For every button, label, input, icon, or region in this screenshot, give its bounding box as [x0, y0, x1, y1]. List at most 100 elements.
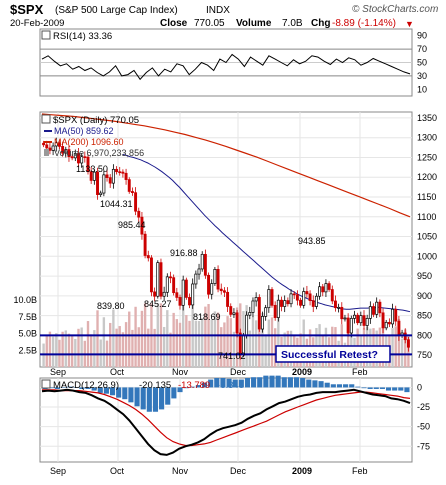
candle-body	[232, 312, 236, 315]
volume-bar	[96, 310, 99, 367]
volume-bar	[204, 306, 207, 367]
candle-body	[89, 171, 93, 181]
volume-bar	[229, 318, 232, 367]
exchange-label: INDX	[206, 5, 230, 16]
macd-hist-bar	[293, 377, 300, 388]
macd-hist-bar	[367, 387, 373, 389]
macd-hist-bar	[379, 387, 385, 389]
volume-bar	[210, 319, 213, 367]
candle-body	[146, 255, 150, 259]
volume-bar	[277, 318, 280, 367]
macd-hist-bar	[122, 387, 128, 400]
candle-body	[235, 312, 239, 334]
volume-bar	[89, 334, 93, 367]
callout-label: 1133.50	[76, 164, 108, 174]
macd-hist-bar	[116, 387, 122, 398]
volume-bar	[220, 327, 223, 367]
macd-label-value: -20.135	[139, 380, 171, 391]
macd-hist-bar	[195, 385, 201, 388]
volume-bar	[175, 319, 179, 367]
close-label: Close	[160, 18, 188, 29]
macd-label-prefix: MACD(12,26,9)	[53, 380, 119, 391]
candle-body	[149, 257, 153, 293]
x-axis-label: Nov	[172, 466, 189, 476]
volume-bar	[124, 322, 128, 367]
candle-body	[314, 295, 318, 307]
candle-body	[349, 318, 353, 334]
volume-tick-label: 2.5B	[18, 345, 37, 355]
candle-body	[73, 153, 77, 159]
macd-hist-bar	[54, 387, 60, 389]
volume-bar	[67, 333, 71, 367]
volume-bar	[64, 330, 67, 367]
candle-body	[54, 142, 58, 147]
candle-body	[70, 156, 74, 159]
candle-body	[61, 146, 65, 154]
macd-hist-bar	[349, 384, 355, 388]
callout-label: 818.69	[193, 312, 221, 322]
rsi-tick-label: 30	[417, 71, 427, 81]
candle-body	[251, 300, 255, 313]
down-arrow-icon: ▼	[405, 19, 414, 29]
macd-hist-bar	[257, 377, 263, 388]
chg-label: Chg	[311, 18, 330, 29]
candle-body	[381, 312, 385, 329]
volume-tick-label: 7.5B	[18, 312, 37, 322]
candle-body	[372, 306, 375, 315]
volume-bar	[153, 328, 156, 367]
candle-body	[115, 168, 119, 173]
candle-body	[118, 171, 122, 174]
macd-hist-bar	[238, 379, 244, 388]
macd-tick-label: 0	[417, 382, 422, 392]
candle-body	[324, 283, 328, 293]
volume-bar	[201, 318, 204, 367]
volume-bar	[48, 331, 52, 367]
volume-bar	[213, 311, 217, 367]
price-tick-label: 750	[417, 350, 432, 360]
volume-bar	[131, 329, 134, 367]
volume-bar	[70, 335, 74, 367]
candle-body	[356, 314, 360, 324]
candle-body	[276, 299, 280, 318]
candle-body	[333, 300, 337, 309]
candle-body	[248, 312, 252, 316]
macd-hist-bar	[275, 375, 281, 388]
candle-body	[406, 339, 410, 348]
candle-body	[67, 149, 71, 158]
candle-body	[200, 253, 204, 270]
candle-body	[156, 262, 160, 297]
macd-hist-bar	[146, 387, 152, 412]
macd-label-signal: -13.789	[178, 380, 210, 391]
volume-bar	[197, 321, 201, 367]
volume-bar	[86, 321, 90, 367]
rsi-tick-labels: 90 70 50 30 10	[417, 31, 427, 95]
close-value: 770.05	[194, 18, 225, 29]
candle-body	[292, 293, 296, 296]
volume-bar	[55, 333, 58, 367]
candle-body	[188, 297, 191, 306]
x-axis-label: Nov	[172, 367, 189, 377]
candle-body	[264, 307, 268, 317]
macd-hist-bar	[134, 387, 140, 407]
watermark: © StockCharts.com	[352, 4, 438, 15]
candle-body	[375, 301, 379, 315]
callout-label: 845.27	[144, 299, 172, 309]
candle-body	[305, 291, 309, 295]
candle-body	[289, 293, 293, 305]
volume-bar	[109, 322, 112, 367]
candle-body	[365, 318, 369, 326]
candle-body	[137, 210, 141, 218]
macd-line	[41, 388, 411, 456]
macd-tick-label: -50	[417, 422, 430, 432]
macd-hist-bar	[159, 387, 165, 410]
candle-body	[229, 306, 233, 315]
macd-hist-bar	[330, 384, 336, 388]
candle-body	[130, 191, 134, 194]
volume-bar	[397, 319, 401, 367]
candle-body	[153, 291, 157, 297]
macd-histogram	[42, 375, 410, 412]
price-tick-label: 1350	[417, 113, 437, 123]
candle-body	[327, 283, 331, 290]
macd-hist-bar	[177, 387, 183, 393]
callout-label: 985.44	[118, 220, 146, 230]
